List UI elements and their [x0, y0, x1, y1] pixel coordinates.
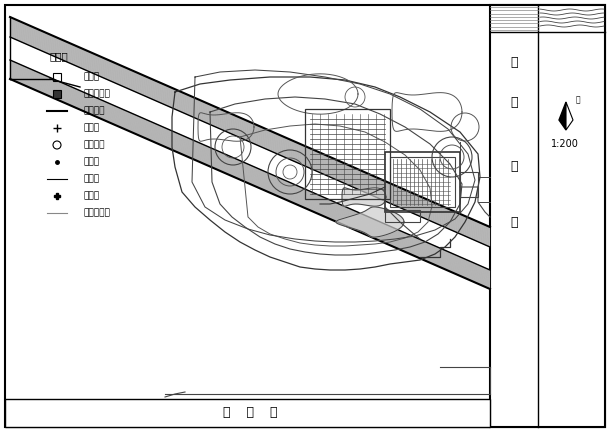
Text: 庭院灯: 庭院灯 [83, 124, 99, 133]
Bar [490, 5, 605, 427]
Text: 消火栓管线: 消火栓管线 [83, 209, 110, 217]
Text: 备注：: 备注： [50, 51, 69, 61]
Polygon shape [10, 60, 490, 289]
Bar [385, 210, 420, 222]
Bar [390, 157, 455, 207]
Text: 雨水管线: 雨水管线 [83, 107, 104, 115]
Polygon shape [342, 188, 386, 206]
Text: 1:200: 1:200 [551, 139, 579, 149]
Text: 北: 北 [576, 95, 581, 105]
Polygon shape [10, 17, 490, 247]
Bar [385, 152, 460, 212]
Polygon shape [559, 102, 566, 130]
Polygon shape [566, 102, 573, 130]
Text: 给废污水井: 给废污水井 [83, 89, 110, 98]
Text: 雨水井: 雨水井 [83, 73, 99, 82]
Text: 经: 经 [510, 55, 518, 69]
Polygon shape [336, 207, 404, 237]
Bar [460, 172, 478, 197]
Text: 水下灯: 水下灯 [83, 158, 99, 166]
Bar [5, 399, 490, 427]
Bar [53, 90, 61, 98]
Text: 消火栓: 消火栓 [83, 191, 99, 200]
Text: 花架灯具: 花架灯具 [83, 140, 104, 149]
Text: 六: 六 [510, 161, 518, 174]
Bar [53, 73, 61, 81]
Text: 路: 路 [510, 216, 518, 229]
Text: 纬: 纬 [510, 95, 518, 108]
Text: 电缆线: 电缆线 [83, 175, 99, 184]
Text: 文    家    路: 文 家 路 [223, 407, 278, 419]
